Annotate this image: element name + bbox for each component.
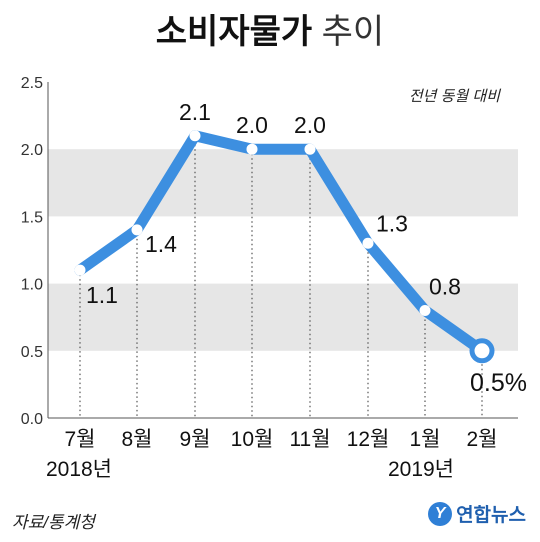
data-point [189, 130, 201, 142]
chart-title-sub: 추이 [321, 13, 385, 51]
data-point [74, 264, 86, 276]
brand-logo: Y 연합뉴스 [428, 500, 526, 527]
data-points [74, 130, 495, 364]
data-point [131, 224, 143, 236]
x-tick-label: 12월 [347, 428, 390, 451]
data-point [419, 304, 431, 316]
data-label: 1.1 [86, 282, 118, 308]
data-label: 0.8 [429, 273, 461, 299]
x-tick-labels: 7월 8월 9월 10월 11월 12월 1월 2월 [65, 428, 498, 451]
x-tick-label: 11월 [289, 428, 330, 451]
source-note: 자료/통계청 [12, 513, 95, 532]
data-point [304, 143, 316, 155]
y-tick-label: 2.0 [21, 142, 43, 159]
data-label: 0.5% [470, 369, 527, 397]
year-labels: 2018년 2019년 [46, 458, 454, 481]
data-labels: 1.1 1.4 2.1 2.0 2.0 1.3 0.8 0.5% [86, 99, 527, 397]
chart-title-main: 소비자물가 [155, 13, 313, 51]
y-tick-label: 2.5 [21, 75, 43, 92]
data-label: 2.0 [294, 112, 326, 138]
x-tick-label: 2월 [467, 428, 498, 451]
series-line [74, 130, 488, 357]
chart-title: 소비자물가 추이 [0, 10, 540, 54]
axes [47, 82, 518, 419]
series-line-group [74, 130, 488, 357]
year-label: 2019년 [388, 458, 454, 481]
brand-name: 연합뉴스 [456, 505, 526, 526]
y-tick-labels: 0.0 0.5 1.0 1.5 2.0 2.5 [21, 75, 43, 428]
data-point [246, 143, 258, 155]
guide-lines [79, 135, 483, 418]
grid-band [48, 149, 518, 217]
data-label: 2.0 [236, 112, 268, 138]
data-label: 1.3 [376, 210, 408, 236]
x-tick-label: 8월 [122, 428, 153, 451]
brand-mark-icon: Y [428, 501, 453, 526]
y-tick-label: 0.5 [21, 344, 43, 361]
y-tick-label: 1.5 [21, 209, 43, 226]
y-tick-label: 1.0 [21, 277, 43, 294]
data-label: 2.1 [179, 99, 211, 125]
x-tick-label: 7월 [65, 428, 96, 451]
chart-annotation: 전년 동월 대비 [409, 88, 501, 105]
x-tick-label: 10월 [231, 428, 274, 451]
year-label: 2018년 [46, 458, 112, 481]
x-tick-label: 1월 [410, 428, 441, 451]
y-tick-label: 0.0 [21, 411, 43, 428]
x-tick-label: 9월 [180, 428, 211, 451]
data-point [469, 338, 495, 364]
data-point [362, 237, 374, 249]
data-label: 1.4 [145, 231, 177, 257]
